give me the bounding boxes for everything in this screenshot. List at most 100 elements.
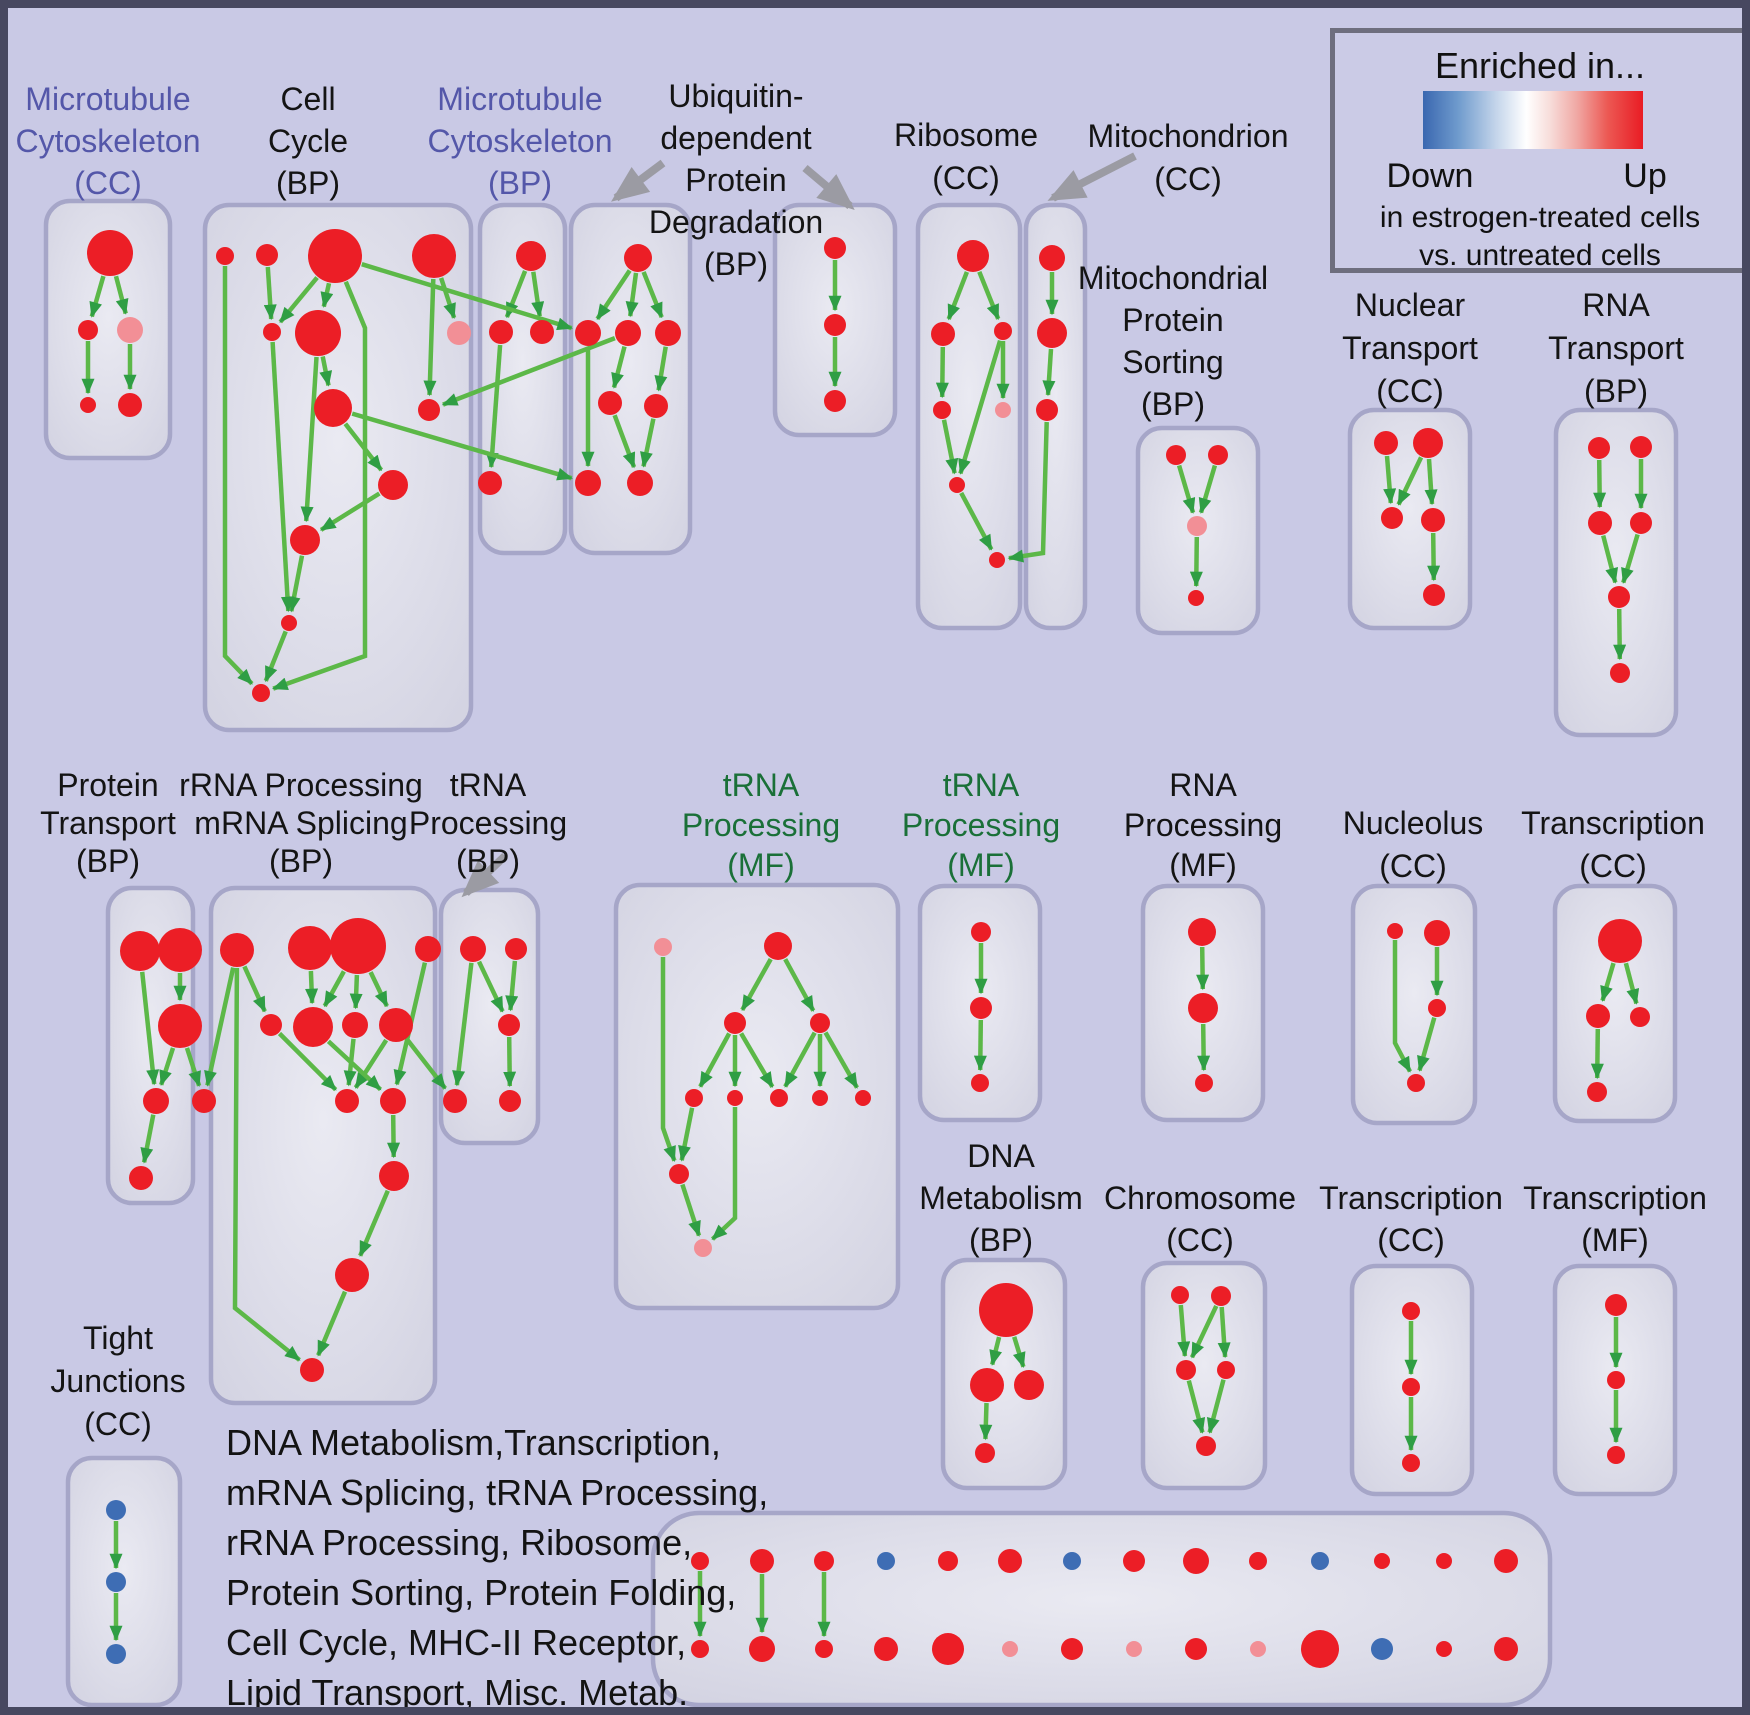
- cluster-box-nucleolus: [1350, 883, 1478, 1126]
- go-term-node-misc-b8: [1185, 1638, 1207, 1660]
- go-term-node-misc-t4: [938, 1551, 958, 1571]
- go-term-node-misc-t2: [814, 1551, 834, 1571]
- go-term-node-rna_transport-q1: [1588, 437, 1610, 459]
- go-term-node-ubiquitin_a-u4: [655, 320, 681, 346]
- legend-title: Enriched in...: [1434, 45, 1646, 86]
- go-term-node-dna_metab-d2: [970, 1368, 1004, 1402]
- edge-trna_mf_a-g5-g10: [678, 1107, 695, 1162]
- edge-protein_transport-pt4-pt6: [140, 1114, 156, 1164]
- go-term-node-ubiquitin_a-u6: [644, 394, 668, 418]
- go-term-node-mito_sorting-s4: [1188, 590, 1204, 606]
- go-term-node-nucleolus-k3: [1428, 999, 1446, 1017]
- go-term-node-trna_mf_a-g7: [770, 1089, 788, 1107]
- go-term-node-ribosome-r3: [994, 322, 1012, 340]
- go-term-node-trna_bp-tb1: [460, 936, 486, 962]
- go-term-node-ubiquitin_a-u5: [598, 391, 622, 415]
- go-term-node-nuclear_transport-p2: [1413, 428, 1443, 458]
- go-term-node-mitochondrion-t2: [1037, 318, 1067, 348]
- edge-cell_cycle-n3-n13: [271, 280, 368, 691]
- go-term-node-rna_transport-q3: [1588, 511, 1612, 535]
- edge-rna_transport-q3-q5: [1601, 535, 1619, 584]
- edge-mito_sorting-s1-s3: [1176, 464, 1196, 514]
- edge-ribosome-r6-r7: [959, 491, 994, 551]
- edge-rrna-w1-w13: [232, 967, 301, 1362]
- go-term-node-rna_transport-q6: [1610, 663, 1630, 683]
- go-term-node-ubiquitin_b-v1: [824, 237, 846, 259]
- go-term-node-misc-b1: [749, 1636, 775, 1662]
- edge-chromosome-c2-c4: [1217, 1306, 1231, 1359]
- cluster-box-microtubule_bp: [477, 202, 568, 556]
- edge-ubiquitin_a-u1-u3: [625, 272, 639, 318]
- edge-nucleolus-k3-k4: [1417, 1016, 1437, 1072]
- edge-rrna-w6-w10: [326, 1039, 383, 1092]
- go-term-node-microtubule_bp-m2: [489, 320, 513, 344]
- go-term-node-protein_transport-pt5: [192, 1089, 216, 1113]
- legend: Enriched in... Down Up in estrogen-treat…: [1330, 28, 1742, 273]
- go-term-node-cell_cycle-n12: [281, 615, 297, 631]
- go-term-node-misc-b7: [1126, 1641, 1142, 1657]
- go-term-node-cell_cycle-n2: [256, 244, 278, 266]
- go-term-node-ubiquitin_a-u3: [615, 320, 641, 346]
- go-term-node-rrna-w8: [379, 1008, 413, 1042]
- go-term-node-nuclear_transport-p3: [1381, 507, 1403, 529]
- go-term-node-ubiquitin_a-u7: [575, 470, 601, 496]
- go-term-node-misc-b4: [932, 1633, 964, 1665]
- edge-nuclear_transport-p1-p3: [1383, 455, 1397, 505]
- go-term-node-ubiquitin_a-u8: [627, 470, 653, 496]
- edge-ubiquitin_a-u5-u8: [612, 414, 637, 469]
- go-term-node-ubiquitin_a-u1: [624, 244, 652, 272]
- edge-ubiquitin_a-u1-u4: [641, 271, 664, 319]
- edge-cell_cycle-n6-n8: [319, 356, 333, 387]
- go-term-node-microtubule_bp-m3: [530, 320, 554, 344]
- go-term-node-chromosome-c2: [1211, 1286, 1231, 1306]
- go-term-node-misc-b12: [1436, 1641, 1452, 1657]
- cluster-box-chromosome: [1140, 1260, 1268, 1491]
- cluster-box-rna_transport: [1553, 407, 1679, 738]
- edge-protein_transport-pt1-pt4: [139, 971, 160, 1086]
- go-term-node-misc-t11: [1374, 1553, 1390, 1569]
- go-term-node-nuclear_transport-p1: [1374, 431, 1398, 455]
- go-term-node-misc-t3: [877, 1552, 895, 1570]
- edge-cell_cycle-n1-n13: [222, 266, 254, 686]
- edge-rrna-w10-w11: [387, 1114, 401, 1159]
- edge-rrna-w8-w9: [353, 1038, 389, 1089]
- go-term-node-rna_transport-q5: [1608, 586, 1630, 608]
- nodes: [78, 229, 1652, 1668]
- edge-rrna-w5-w9: [277, 1031, 338, 1092]
- go-term-node-cell_cycle-n1: [216, 247, 234, 265]
- edge-ribosome-r1-r2: [946, 271, 969, 321]
- go-term-node-microtubule_cc-d: [80, 397, 96, 413]
- go-term-node-transcription_cc_u-l2: [1586, 1004, 1610, 1028]
- edge-cell_cycle-n12-n13: [263, 630, 288, 683]
- go-term-node-misc-t5: [998, 1549, 1022, 1573]
- legend-down-label: Down: [1386, 157, 1474, 195]
- go-term-node-misc-b11: [1371, 1638, 1393, 1660]
- cluster-box-nuclear_transport: [1347, 407, 1473, 631]
- go-term-node-trna_mf_b-h1: [971, 922, 991, 942]
- go-term-node-cell_cycle-n8: [314, 389, 352, 427]
- edge-ribosome-r1-r3: [977, 270, 1001, 321]
- go-term-node-rrna-w1: [220, 933, 254, 967]
- go-term-node-mito_sorting-s3: [1187, 516, 1207, 536]
- go-term-node-rrna-w5: [260, 1014, 282, 1036]
- edge-trna_bp-tb2-tb3: [505, 960, 519, 1012]
- go-term-node-nucleolus-k4: [1407, 1074, 1425, 1092]
- go-term-node-rrna-w3: [330, 918, 386, 974]
- edge-rrna-w1-w5: [242, 965, 267, 1013]
- cluster-box-ubiquitin_a: [568, 202, 693, 556]
- edge-ribosome-r3-r6: [958, 339, 1003, 475]
- go-term-node-nucleolus-k2: [1424, 920, 1450, 946]
- go-term-node-trna_bp-tb4: [443, 1089, 467, 1113]
- edge-trna_mf_a-g4-g7: [783, 1031, 817, 1088]
- annotation-arrows: [461, 152, 1137, 898]
- go-term-node-ribosome-r5: [995, 402, 1011, 418]
- edge-trna_mf_a-g3-g7: [739, 1032, 775, 1088]
- go-term-node-rrna-w11: [379, 1161, 409, 1191]
- cross-edge-cell_cycle.n8-ubiquitin_a.u7: [351, 411, 573, 481]
- edge-rna_transport-q1-q3: [1593, 459, 1607, 509]
- edge-rna_transport-q5-q6: [1613, 608, 1627, 661]
- edge-rrna-w3-w6: [322, 970, 346, 1008]
- edge-transcription_cc_u-l1-l3: [1623, 962, 1640, 1005]
- go-term-node-rna_proc_mf-j3: [1195, 1074, 1213, 1092]
